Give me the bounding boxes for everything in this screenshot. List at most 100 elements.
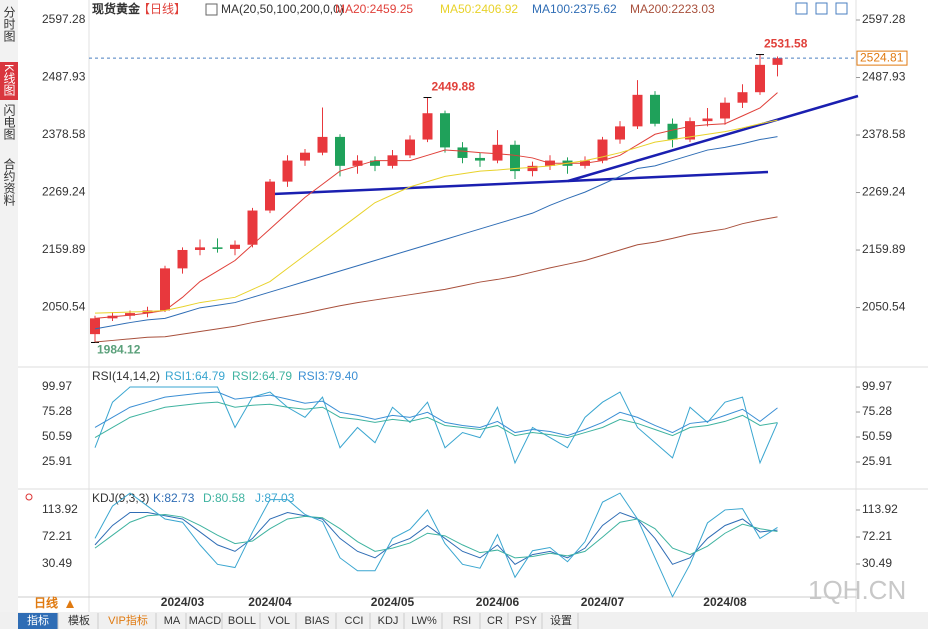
y-tick-label: 2159.89 (862, 242, 906, 256)
sidebar-tab[interactable]: K线图 (2, 64, 16, 96)
y-tick-label: 25.91 (862, 454, 892, 468)
low-annotation: 1984.12 (97, 343, 141, 357)
trend-line (567, 170, 769, 183)
y-tick-label: 113.92 (862, 502, 898, 516)
current-price-box (856, 50, 908, 66)
icon[interactable] (815, 2, 828, 15)
y-tick-label: 50.59 (42, 429, 72, 443)
series-line (94, 511, 778, 565)
sidebar-tab[interactable]: 闪电图 (2, 104, 16, 140)
panel-title: KDJ(9,3,3) (92, 491, 149, 505)
toolbar-tab[interactable]: CR (487, 615, 503, 627)
toolbar-tab[interactable]: MACD (189, 615, 221, 627)
toolbar-tab[interactable]: PSY (515, 615, 538, 627)
high-annotation: 2531.58 (764, 37, 808, 51)
settings-icon[interactable] (205, 3, 218, 16)
y-tick-label: 2487.93 (862, 70, 906, 84)
sidebar-tab[interactable]: 合约资料 (2, 157, 16, 206)
toolbar-tab[interactable]: VOL (268, 615, 290, 627)
y-tick-label: 2050.54 (862, 300, 906, 314)
legend-entry: MA100:2375.62 (532, 2, 617, 16)
candle-body (405, 139, 415, 156)
y-tick-label: 75.28 (42, 404, 72, 418)
y-tick-label: 30.49 (862, 556, 892, 570)
trend-line (567, 94, 859, 183)
trend-lines (272, 94, 859, 196)
candle-body (335, 136, 345, 166)
toolbar-tab[interactable]: 设置 (550, 614, 572, 627)
y-tick-label: 30.49 (42, 556, 72, 570)
toolbar-tab[interactable]: LW% (411, 615, 437, 627)
y-tick-label: 72.21 (42, 529, 72, 543)
candle-body (597, 139, 608, 161)
candle-body (352, 160, 363, 166)
toolbar-tab[interactable]: KDJ (378, 615, 399, 627)
y-tick-label: 72.21 (862, 529, 892, 543)
y-tick-label: 2050.54 (42, 300, 86, 314)
icon[interactable] (795, 2, 808, 15)
y-tick-label: 2487.93 (42, 70, 86, 84)
toolbar-tab[interactable]: VIP指标 (108, 613, 148, 627)
candle-body (772, 58, 783, 65)
candle-body (247, 210, 258, 245)
toolbar-tab[interactable]: MA (164, 615, 181, 627)
kdj-icon (25, 493, 33, 501)
legend-entry: MA50:2406.92 (440, 2, 518, 16)
toolbar-tab[interactable]: BOLL (228, 615, 256, 627)
candle-body (125, 313, 135, 316)
candle-body (177, 249, 188, 269)
candle-body (737, 92, 748, 103)
icon[interactable] (835, 2, 848, 15)
period: 【日线】 (138, 2, 186, 16)
panel-title: RSI(14,14,2) (92, 369, 160, 383)
x-tick-label: 2024/08 (703, 595, 747, 609)
candle-body (230, 244, 240, 249)
current-price: 2524.81 (860, 50, 904, 64)
candle-body (527, 165, 538, 172)
candle-body (317, 136, 328, 153)
high-annotation: 2449.88 (432, 80, 476, 94)
y-tick-label: 2269.24 (42, 185, 86, 199)
sidebar-tab[interactable]: 分时图 (2, 6, 16, 42)
toolbar-tab[interactable]: CCI (345, 615, 364, 627)
trend-line (272, 179, 569, 196)
candle-body (685, 121, 695, 140)
y-tick-label: 2378.58 (862, 127, 906, 141)
toolbar-tab[interactable]: 指标 (27, 613, 49, 627)
candle-body (195, 247, 205, 250)
candle-body (422, 113, 433, 140)
series-line (94, 401, 778, 439)
active-tab-bg (0, 62, 18, 100)
y-tick-label: 25.91 (42, 454, 72, 468)
toolbar-tab[interactable]: RSI (453, 615, 471, 627)
x-tick-label: 2024/05 (371, 595, 415, 609)
period-arrow[interactable] (66, 600, 74, 608)
legend-entry: J:87.03 (255, 491, 295, 505)
indicator: MA(20,50,100,200,0,0) (221, 2, 344, 16)
candle-body (720, 102, 730, 119)
candle-body (615, 126, 625, 140)
y-tick-label: 2159.89 (42, 242, 86, 256)
series-line (94, 386, 778, 465)
y-tick-label: 2378.58 (42, 127, 86, 141)
toolbar-tab[interactable]: BIAS (304, 615, 329, 627)
series-line (94, 513, 778, 559)
y-tick-label: 50.59 (862, 429, 892, 443)
series-line (94, 391, 778, 437)
candle-body (632, 94, 643, 127)
series-line (94, 216, 778, 343)
x-tick-label: 2024/03 (161, 595, 205, 609)
series-line (94, 92, 778, 319)
y-tick-label: 2269.24 (862, 185, 906, 199)
candle-body (90, 318, 100, 335)
legend-entry: RSI2:64.79 (232, 369, 292, 383)
toolbar-tab[interactable]: 模板 (68, 613, 90, 627)
candle-body (667, 123, 678, 140)
legend-entry: RSI3:79.40 (298, 369, 358, 383)
period-selector[interactable]: 日线 (34, 595, 58, 610)
x-tick-label: 2024/06 (476, 595, 520, 609)
candle-body (510, 144, 520, 172)
candle-body (300, 152, 310, 161)
y-tick-label: 2597.28 (42, 12, 86, 26)
legend-entry: MA20:2459.25 (335, 2, 413, 16)
